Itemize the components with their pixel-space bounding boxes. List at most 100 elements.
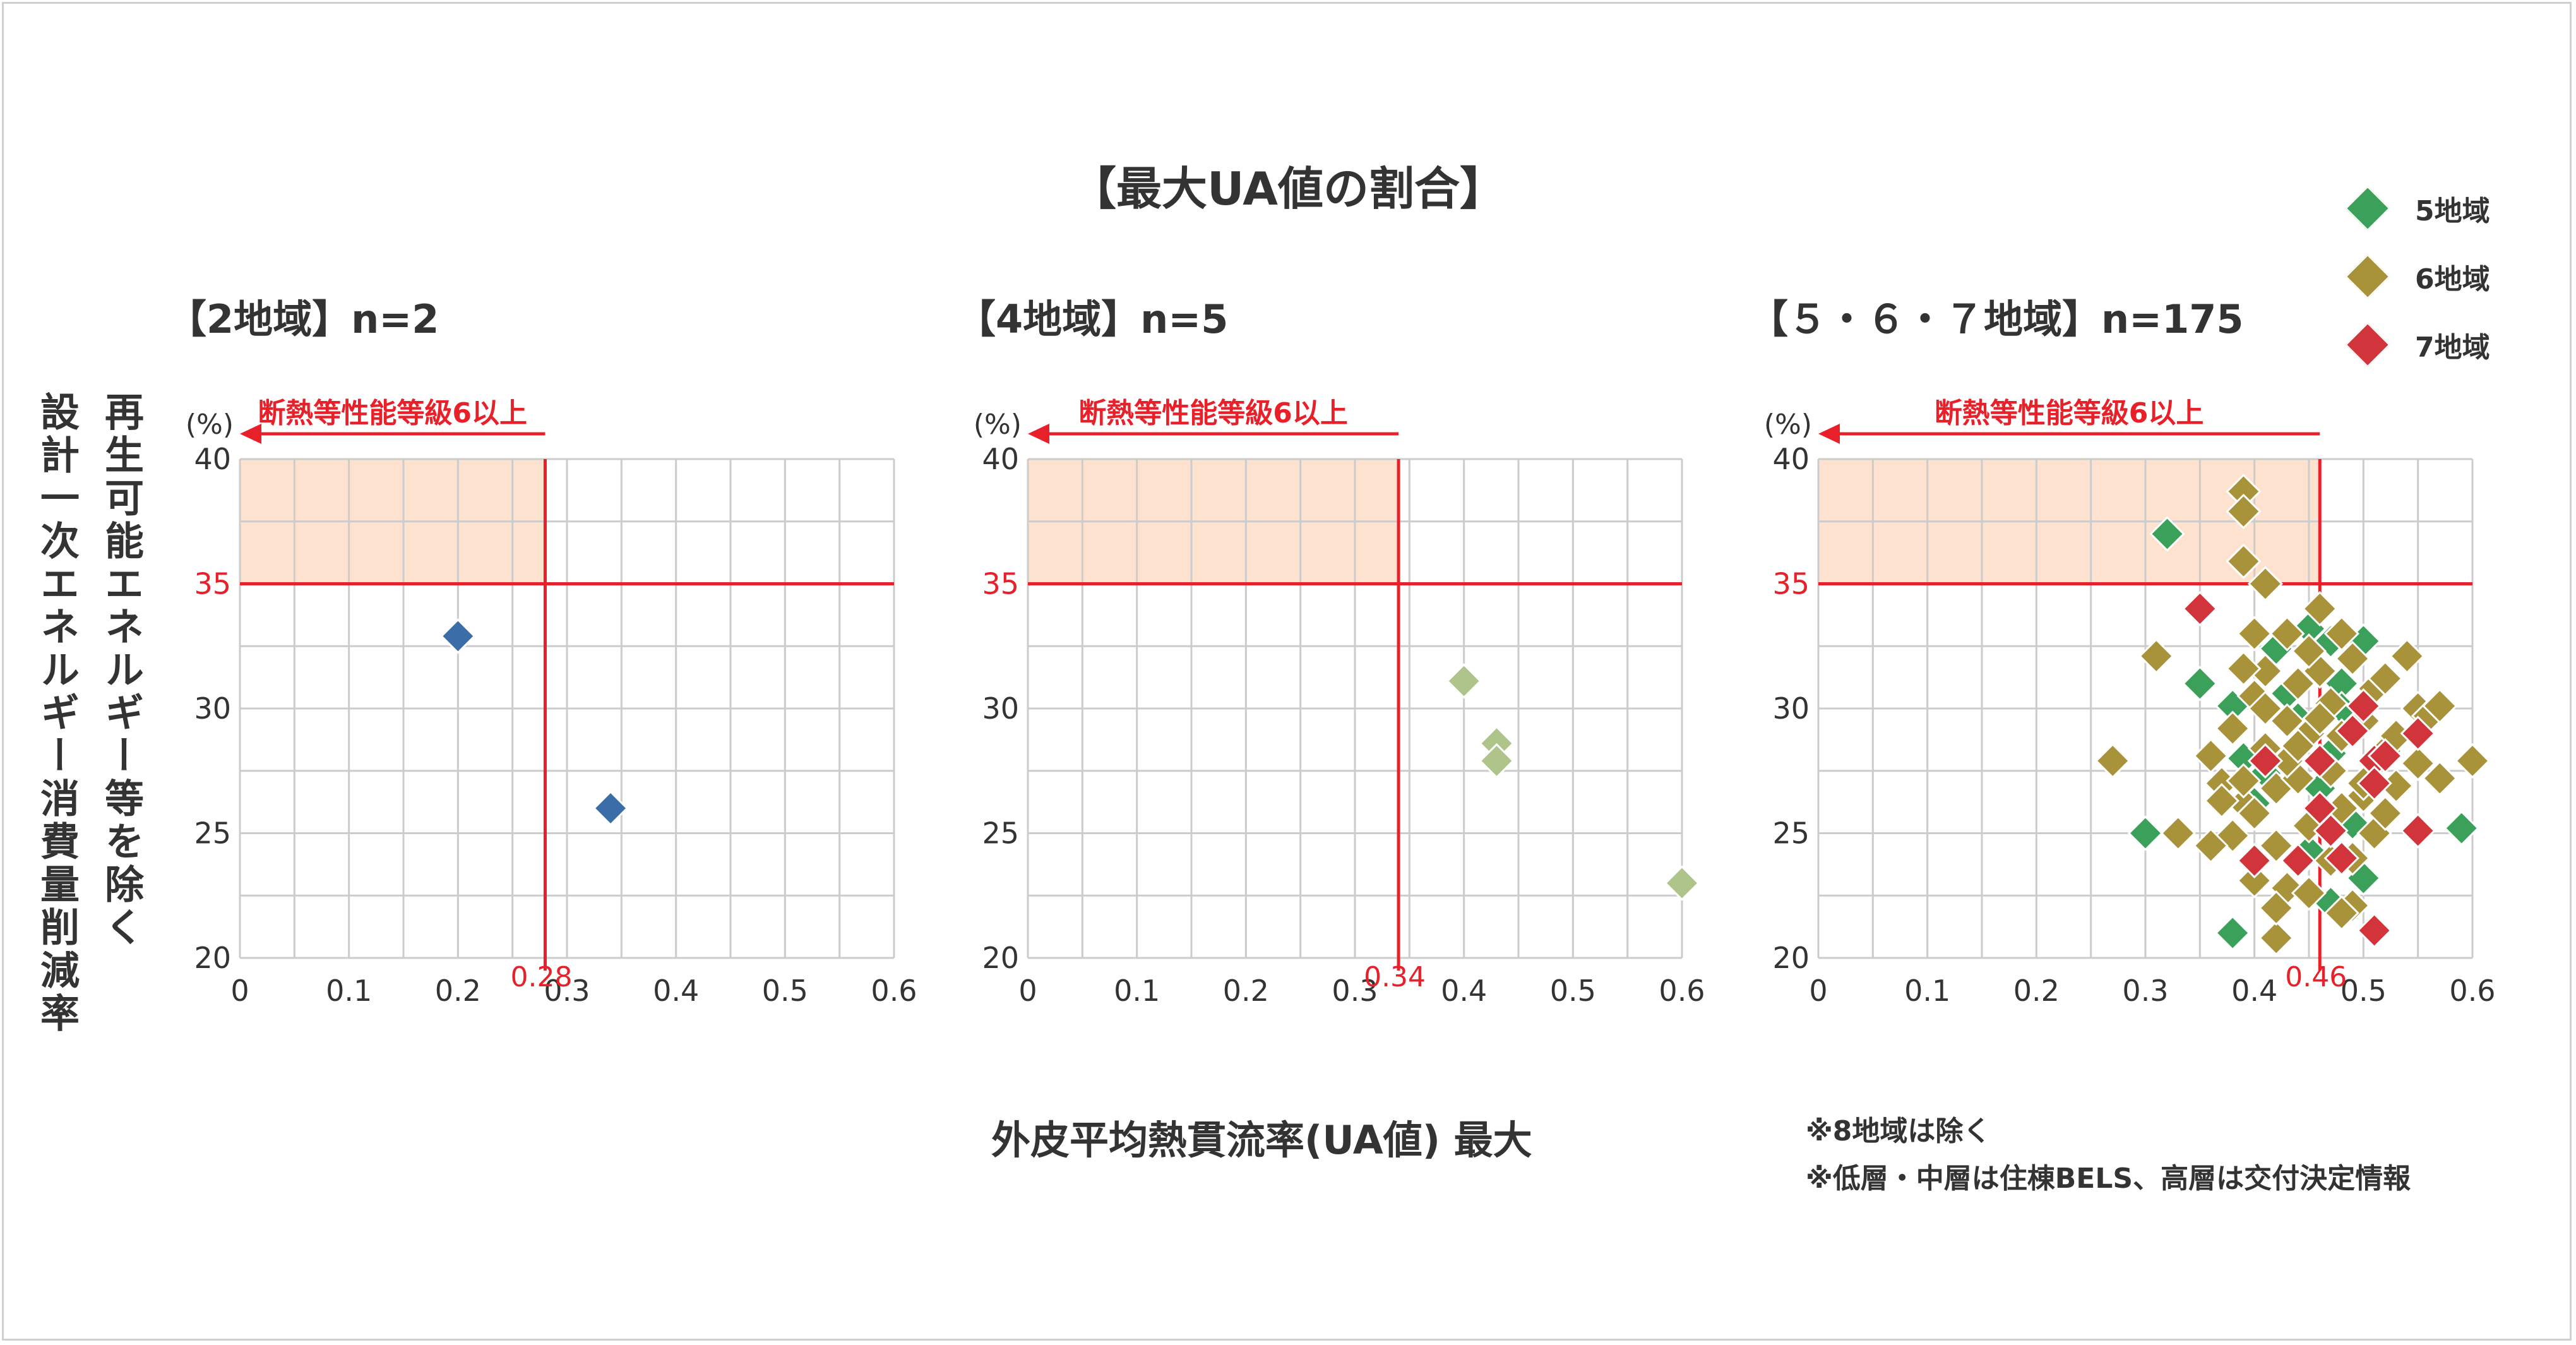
y-unit-label: (%): [1764, 409, 1812, 441]
data-point: [2291, 633, 2327, 669]
annotation-label: 断熱等性能等級6以上: [1078, 397, 1348, 429]
data-point: [1664, 865, 1700, 901]
x-tick-label: 0.6: [2449, 974, 2495, 1008]
x-tick-label: 0.5: [1550, 974, 1596, 1008]
data-point: [2280, 666, 2316, 702]
x-tick-label: 0.1: [1114, 974, 1160, 1008]
data-point: [2247, 566, 2284, 602]
data-point: [2269, 703, 2305, 739]
y-tick-label: 20: [982, 941, 1019, 975]
panel-title-region-567: 【５・６・７地域】n=175: [1749, 296, 2244, 342]
panel-title-region-4: 【4地域】n=5: [957, 296, 1229, 342]
data-point: [440, 618, 476, 654]
data-point: [2236, 863, 2272, 899]
data-point: [2313, 813, 2349, 849]
y-tick-label: 40: [1772, 442, 1810, 476]
data-point: [2215, 915, 2251, 951]
data-point: [2454, 743, 2491, 779]
data-point: [2367, 661, 2403, 696]
legend-item-region-7: 7地域: [2345, 322, 2490, 368]
note-region-8: ※8地域は除く: [1806, 1115, 1991, 1147]
legend-label-region-6: 6地域: [2415, 263, 2490, 296]
threshold-x-label: 0.34: [1364, 961, 1426, 993]
data-point: [2323, 840, 2359, 876]
annotation-label: 断熱等性能等級6以上: [258, 397, 527, 429]
y-axis-label-line2: 設計一次エネルギー消費量削減率: [33, 392, 80, 1036]
data-point: [2095, 743, 2131, 779]
data-point: [2302, 590, 2338, 627]
data-point: [2215, 710, 2251, 746]
legend-item-region-5: 5地域: [2345, 186, 2490, 231]
data-point: [2302, 743, 2338, 779]
data-point: [2193, 828, 2229, 864]
y-axis-label-line1: 再生可能エネルギー等を除く: [98, 392, 144, 950]
y-tick-label: 30: [1772, 691, 1810, 726]
data-point: [2127, 815, 2164, 851]
y-tick-label: 25: [194, 816, 231, 851]
x-tick-label: 0.3: [1332, 974, 1378, 1008]
legend-label-region-7: 7地域: [2415, 332, 2490, 364]
threshold-y-label: 35: [982, 567, 1019, 601]
x-tick-label: 0.6: [1659, 974, 1705, 1008]
x-tick-label: 0.2: [1223, 974, 1269, 1008]
x-tick-label: 0.6: [871, 974, 917, 1008]
y-tick-label: 20: [1772, 941, 1810, 975]
data-point: [2149, 516, 2185, 552]
data-point: [2236, 842, 2272, 879]
data-point: [1446, 663, 1482, 699]
annotation-arrow-head: [1028, 424, 1049, 444]
data-point: [2291, 875, 2327, 911]
x-tick-label: 0: [1809, 974, 1827, 1008]
x-tick-label: 0: [230, 974, 249, 1008]
data-point: [2203, 783, 2239, 819]
x-tick-label: 0.3: [2122, 974, 2168, 1008]
data-point: [2323, 895, 2359, 931]
x-axis-label: 外皮平均熱貫流率(UA値) 最大: [991, 1117, 1532, 1163]
data-point: [2236, 616, 2272, 652]
data-point: [2226, 543, 2262, 580]
data-point: [592, 790, 629, 827]
data-point: [2138, 638, 2174, 674]
data-point: [2323, 616, 2359, 652]
x-tick-label: 0.4: [2231, 974, 2277, 1008]
data-point: [2389, 638, 2425, 674]
annotation-arrow-head: [1818, 424, 1840, 444]
data-point: [2280, 842, 2316, 879]
data-point: [2247, 743, 2284, 779]
data-point: [2236, 795, 2272, 832]
y-tick-label: 25: [1772, 816, 1810, 851]
legend-label-region-5: 5地域: [2415, 195, 2490, 227]
data-point: [2226, 650, 2262, 686]
data-point: [2367, 795, 2403, 832]
note-data-source: ※低層・中層は住棟BELS、高層は交付決定情報: [1806, 1163, 2411, 1195]
y-tick-label: 40: [194, 442, 231, 476]
data-point: [2346, 688, 2382, 724]
data-point: [2400, 813, 2436, 849]
data-point: [2422, 688, 2458, 724]
x-tick-label: 0.2: [435, 974, 481, 1008]
data-point: [2226, 763, 2262, 799]
data-point: [2334, 640, 2371, 677]
data-point: [2443, 810, 2479, 846]
data-point: [2422, 760, 2458, 796]
y-unit-label: (%): [974, 409, 1022, 441]
data-point: [2182, 590, 2218, 627]
data-point: [2258, 920, 2294, 956]
x-tick-label: 0.4: [653, 974, 699, 1008]
threshold-x-label: 0.28: [510, 961, 572, 993]
data-point: [2280, 728, 2316, 764]
data-point: [2334, 713, 2371, 749]
data-point: [2258, 890, 2294, 926]
data-point: [2258, 828, 2294, 864]
x-tick-label: 0: [1018, 974, 1037, 1008]
y-tick-label: 20: [194, 941, 231, 975]
data-point: [2193, 738, 2229, 774]
y-tick-label: 30: [194, 691, 231, 726]
threshold-y-label: 35: [1772, 567, 1810, 601]
data-point: [2269, 616, 2305, 652]
x-tick-label: 0.1: [326, 974, 372, 1008]
panel-title-region-2: 【2地域】n=2: [167, 296, 439, 342]
x-tick-label: 0.1: [1904, 974, 1950, 1008]
